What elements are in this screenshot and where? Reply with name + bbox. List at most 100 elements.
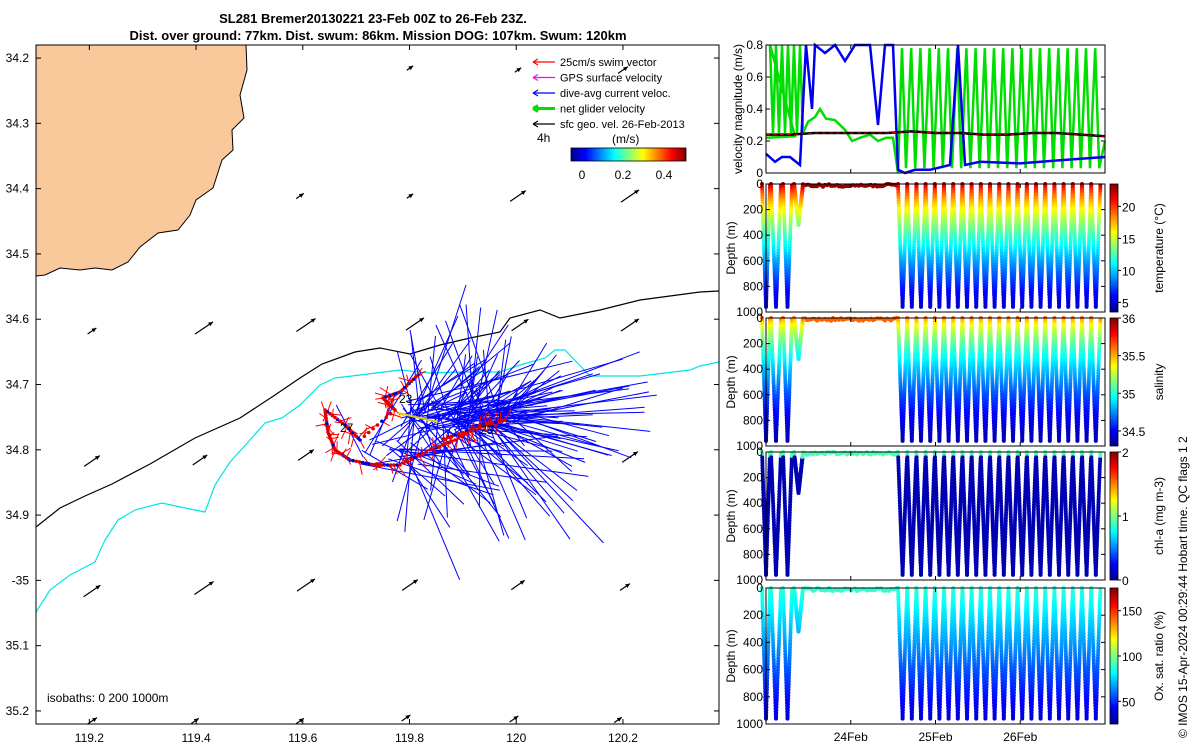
current-vector — [396, 351, 414, 415]
geo-arrow — [509, 190, 527, 202]
swim-vector — [391, 408, 397, 422]
current-vector — [376, 440, 477, 485]
legend-entry: sfc geo. vel. 26-Feb-2013 — [532, 119, 685, 131]
track-point — [362, 434, 367, 439]
data-point — [796, 356, 801, 361]
swim-vector-shaft — [385, 405, 392, 418]
track-point — [325, 421, 329, 426]
swim-vector-shaft — [398, 377, 412, 382]
geo-arrow-head — [95, 585, 101, 590]
current-vector — [487, 421, 571, 540]
geo-arrow-head — [616, 717, 622, 722]
map-y-tick-label: 34.9 — [6, 508, 30, 522]
track-point — [380, 419, 384, 424]
y-tick-label: 0.2 — [746, 134, 763, 148]
current-vector — [485, 420, 565, 514]
swim-vector-shaft — [340, 447, 351, 455]
data-point — [965, 437, 969, 442]
geo-arrow-head — [408, 193, 414, 199]
track-point — [431, 446, 435, 451]
geo-arrow — [295, 192, 305, 200]
geo-arrow-head — [634, 189, 639, 195]
map-y-tick-label: 34.2 — [6, 51, 30, 65]
geo-arrow — [509, 715, 519, 723]
swim-vector-shaft — [379, 387, 392, 396]
data-point — [900, 303, 905, 308]
map-y-tick-label: 34.7 — [6, 378, 30, 392]
legend-label: net glider velocity — [560, 104, 645, 116]
track-point — [405, 459, 410, 464]
geo-arrow-head — [519, 580, 525, 585]
geostrophic-velocity-arrows — [83, 65, 640, 724]
swim-vector-shaft — [347, 430, 352, 445]
current-vector — [426, 401, 508, 406]
swim-vector — [315, 421, 329, 427]
colorbar-tick: 0 — [579, 168, 586, 182]
current-vector — [487, 373, 601, 407]
current-vector — [409, 329, 426, 413]
current-vector — [455, 358, 623, 409]
current-vector — [491, 380, 532, 409]
title-line-1: SL281 Bremer20130221 23-Feb 00Z to 26-Fe… — [219, 11, 527, 26]
current-vector — [396, 427, 423, 522]
data-point — [1029, 303, 1034, 308]
current-vector — [476, 385, 630, 416]
track-point — [370, 462, 374, 467]
map-y-tick-label: 34.8 — [6, 443, 30, 457]
data-point — [1038, 303, 1043, 308]
track-point — [404, 383, 409, 388]
map-y-tick-label: 34.3 — [6, 116, 30, 130]
track-point — [366, 461, 371, 466]
colorbar-tick-label: 20 — [1122, 200, 1136, 214]
y-axis-label: Depth (m) — [724, 221, 738, 274]
track-point — [395, 463, 399, 467]
current-vector — [501, 418, 599, 447]
geo-arrow-head — [310, 578, 315, 584]
track-point — [456, 431, 461, 436]
map-x-tick-label: 119.4 — [182, 731, 211, 745]
geo-arrow — [510, 579, 526, 591]
land — [36, 45, 248, 277]
data-point — [965, 303, 969, 308]
current-vector — [497, 336, 512, 407]
geo-arrow-head — [625, 583, 630, 588]
current-vector — [409, 354, 439, 405]
map-y-tick-label: -35 — [12, 573, 30, 587]
geo-arrow-head — [632, 451, 638, 456]
panel-colorbar — [1109, 183, 1119, 313]
geo-arrow-head — [419, 317, 424, 323]
map-y-tick-label: 34.4 — [6, 182, 30, 196]
geo-arrow — [401, 579, 419, 591]
current-vector — [410, 451, 499, 487]
track-point — [456, 436, 460, 440]
swim-vector — [378, 463, 390, 468]
swim-vector-shaft — [339, 417, 352, 422]
track-point — [453, 433, 457, 437]
speed-colorbar: 4h (m/s) 0 0.2 0.4 — [537, 131, 687, 182]
geo-arrow-head — [623, 66, 628, 71]
swim-vector-shaft — [315, 423, 327, 427]
colorbar-tick-label: 5 — [1122, 296, 1129, 310]
data-point — [928, 303, 933, 308]
track-point — [385, 463, 390, 467]
legend-label: GPS surface velocity — [560, 73, 663, 85]
geo-arrow — [190, 717, 200, 724]
track-point — [453, 438, 457, 442]
swim-vector-shaft — [320, 401, 326, 413]
current-vector — [503, 410, 632, 459]
geo-arrow — [406, 193, 414, 199]
swim-vector — [320, 401, 328, 415]
data-point — [1047, 303, 1052, 308]
track-point — [409, 457, 414, 462]
current-vector — [387, 458, 494, 496]
legend-entry: GPS surface velocity — [532, 73, 663, 85]
track-point — [401, 461, 406, 465]
track-point — [324, 419, 329, 423]
geo-arrow-head — [310, 318, 316, 323]
map-x-tick-label: 119.2 — [75, 731, 104, 745]
track-point — [375, 423, 380, 427]
swim-vector — [358, 438, 365, 449]
geo-arrow-head — [523, 319, 529, 324]
net-glider-velocity-line — [765, 44, 1107, 174]
